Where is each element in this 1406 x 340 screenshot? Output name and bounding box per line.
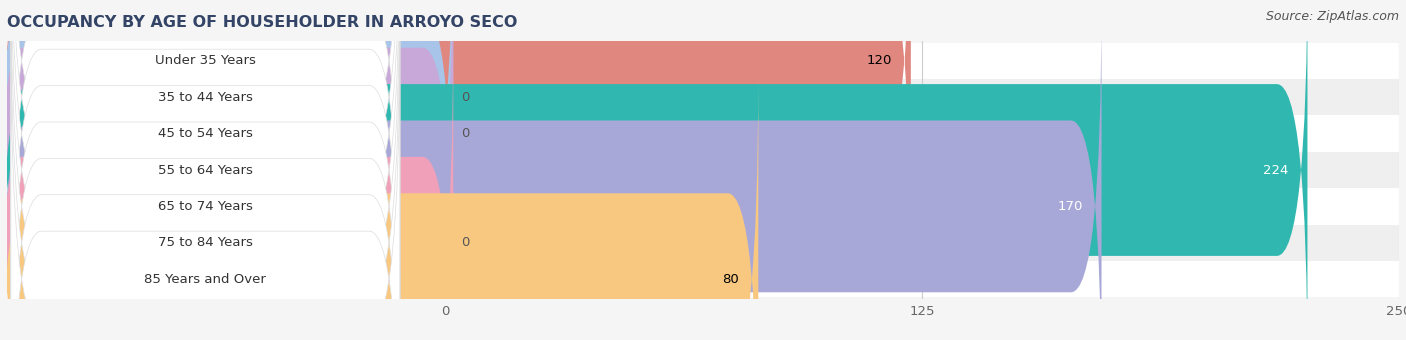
FancyBboxPatch shape: [11, 0, 399, 340]
FancyBboxPatch shape: [0, 0, 911, 266]
Bar: [7, 152, 1399, 188]
FancyBboxPatch shape: [11, 36, 399, 340]
Bar: [7, 79, 1399, 115]
FancyBboxPatch shape: [11, 0, 399, 304]
Text: 120: 120: [866, 54, 891, 67]
FancyBboxPatch shape: [11, 0, 399, 340]
FancyBboxPatch shape: [0, 74, 758, 340]
Bar: [7, 115, 1399, 152]
Bar: [7, 42, 1399, 79]
FancyBboxPatch shape: [11, 0, 399, 340]
Text: 75 to 84 Years: 75 to 84 Years: [157, 236, 253, 249]
Text: 35 to 44 Years: 35 to 44 Years: [157, 91, 253, 104]
Bar: [7, 225, 1399, 261]
FancyBboxPatch shape: [0, 0, 72, 230]
Text: 85 Years and Over: 85 Years and Over: [145, 273, 266, 286]
FancyBboxPatch shape: [11, 0, 399, 340]
FancyBboxPatch shape: [0, 0, 453, 339]
FancyBboxPatch shape: [0, 37, 453, 340]
Text: 0: 0: [461, 91, 470, 104]
FancyBboxPatch shape: [0, 110, 72, 340]
FancyBboxPatch shape: [0, 1, 72, 266]
Text: 45 to 54 Years: 45 to 54 Years: [157, 127, 253, 140]
Bar: [7, 261, 1399, 298]
Text: 0: 0: [461, 127, 470, 140]
FancyBboxPatch shape: [0, 0, 453, 303]
FancyBboxPatch shape: [11, 0, 399, 340]
Text: 224: 224: [1263, 164, 1288, 176]
FancyBboxPatch shape: [0, 1, 1101, 340]
Text: 0: 0: [461, 236, 470, 249]
FancyBboxPatch shape: [0, 0, 1308, 340]
Text: 55 to 64 Years: 55 to 64 Years: [157, 164, 253, 176]
Text: OCCUPANCY BY AGE OF HOUSEHOLDER IN ARROYO SECO: OCCUPANCY BY AGE OF HOUSEHOLDER IN ARROY…: [7, 15, 517, 30]
Text: 170: 170: [1057, 200, 1083, 213]
Text: 65 to 74 Years: 65 to 74 Years: [157, 200, 253, 213]
Text: Source: ZipAtlas.com: Source: ZipAtlas.com: [1265, 10, 1399, 23]
Text: Under 35 Years: Under 35 Years: [155, 54, 256, 67]
Bar: [7, 188, 1399, 225]
Text: 80: 80: [723, 273, 740, 286]
